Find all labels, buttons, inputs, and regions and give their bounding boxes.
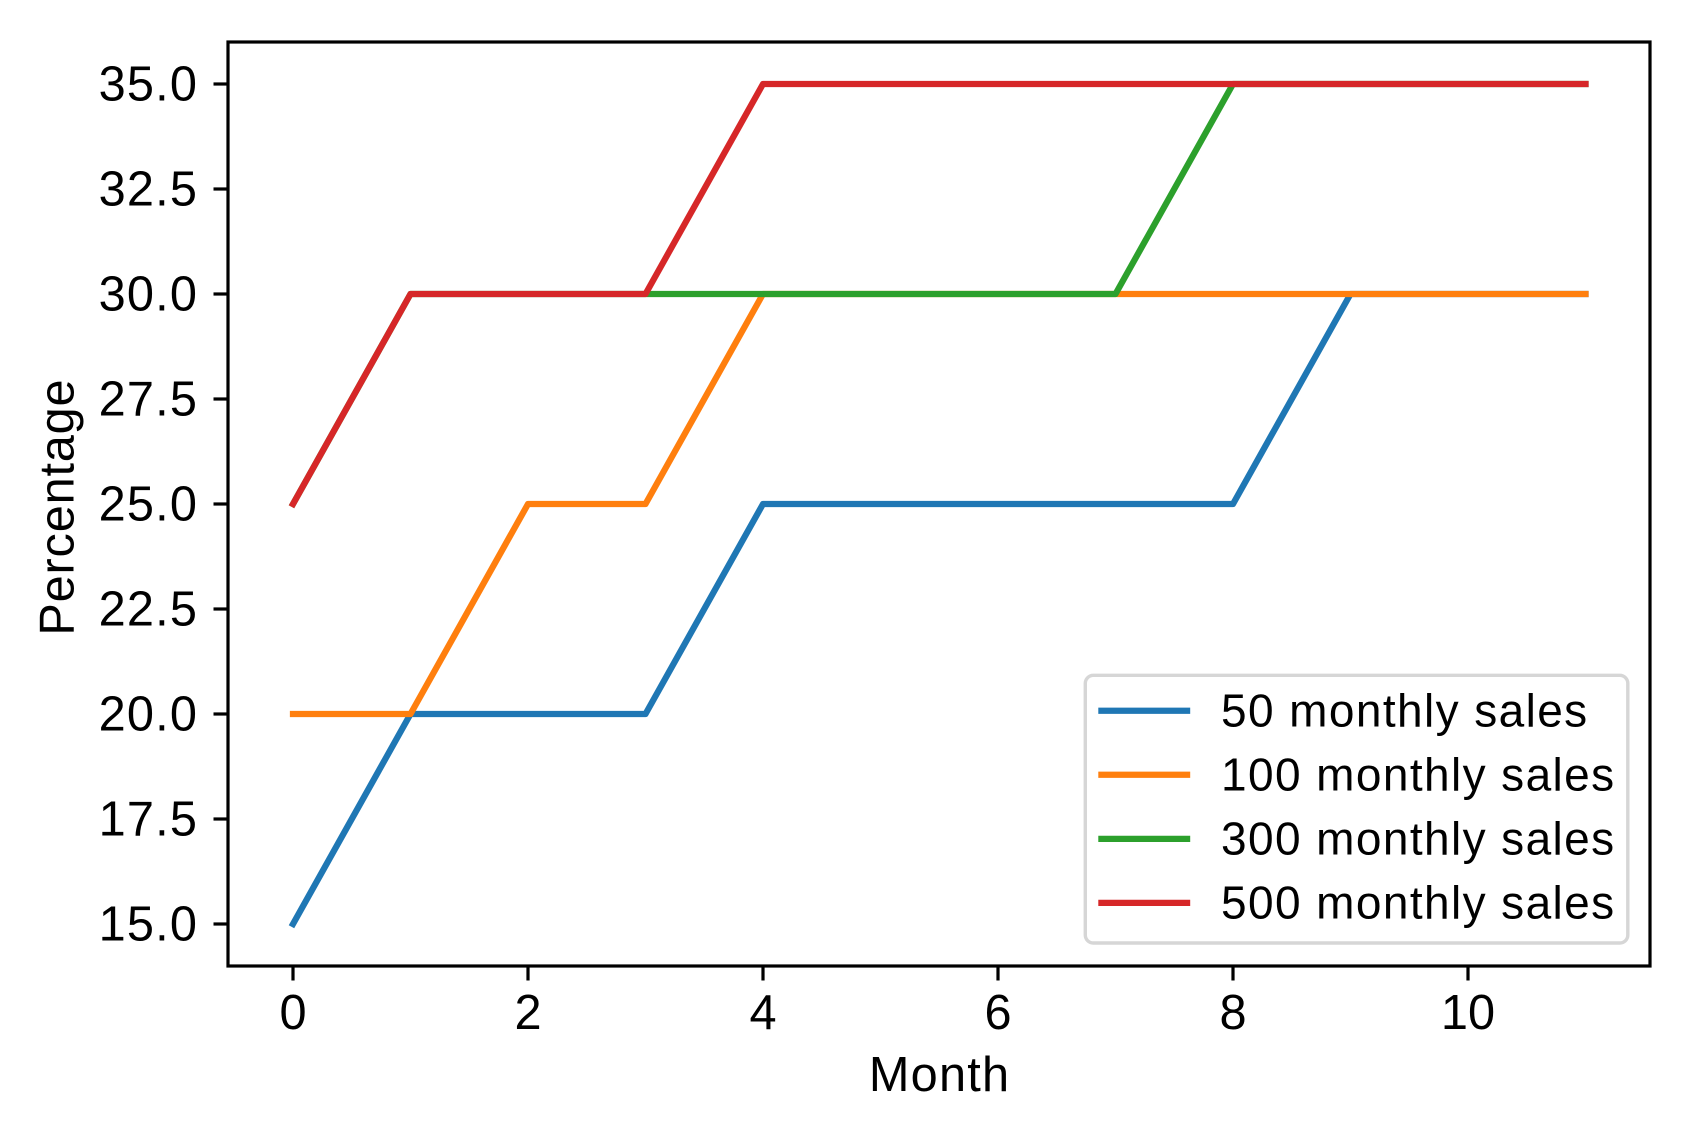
- svg-text:22.5: 22.5: [99, 583, 199, 637]
- svg-text:27.5: 27.5: [99, 373, 199, 427]
- svg-text:4: 4: [749, 986, 776, 1040]
- svg-text:6: 6: [984, 986, 1011, 1040]
- svg-text:20.0: 20.0: [99, 688, 199, 742]
- svg-text:500 monthly sales: 500 monthly sales: [1221, 877, 1616, 929]
- svg-text:15.0: 15.0: [99, 898, 199, 952]
- svg-text:0: 0: [279, 986, 306, 1040]
- svg-text:2: 2: [514, 986, 541, 1040]
- svg-text:8: 8: [1219, 986, 1246, 1040]
- svg-text:32.5: 32.5: [99, 163, 199, 217]
- svg-text:50 monthly sales: 50 monthly sales: [1221, 685, 1589, 737]
- svg-text:100 monthly sales: 100 monthly sales: [1221, 749, 1616, 801]
- svg-text:Month: Month: [869, 1048, 1010, 1102]
- svg-text:10: 10: [1441, 986, 1495, 1040]
- svg-text:Percentage: Percentage: [31, 379, 85, 636]
- svg-text:30.0: 30.0: [99, 268, 199, 322]
- svg-text:35.0: 35.0: [99, 58, 199, 112]
- svg-text:300 monthly sales: 300 monthly sales: [1221, 813, 1616, 865]
- svg-text:25.0: 25.0: [99, 478, 199, 532]
- svg-text:17.5: 17.5: [99, 793, 199, 847]
